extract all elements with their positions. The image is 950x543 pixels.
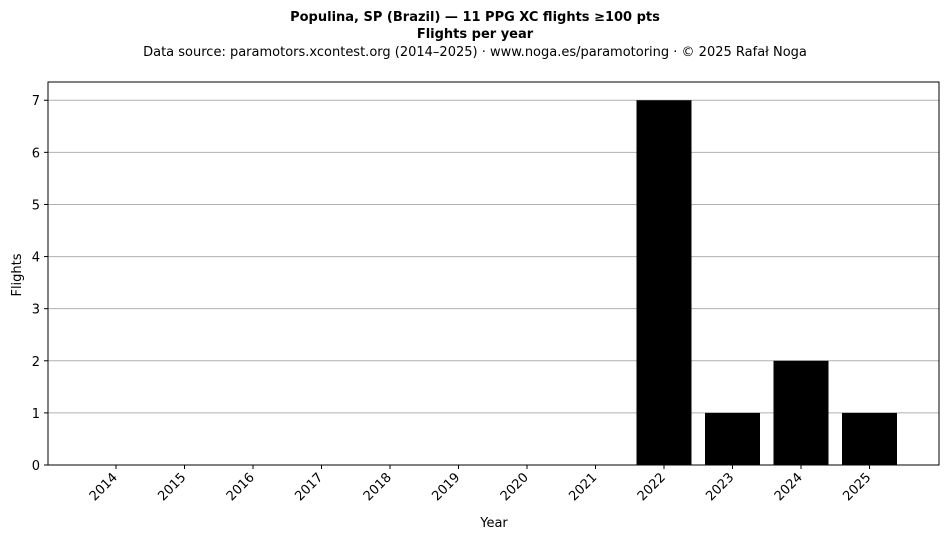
y-tick-label-0: 0: [32, 459, 40, 474]
bar-2022: [636, 100, 692, 465]
y-axis-label: Flights: [10, 253, 25, 296]
y-tick-label-4: 4: [32, 251, 40, 266]
x-tick-label-2017: 2017: [292, 470, 326, 504]
x-axis-ticks: 2014 2015 2016 2017 2018 2019 2020 2021 2022 2023…: [87, 465, 874, 504]
y-tick-label-3: 3: [32, 303, 40, 318]
chart-title-line2: Flights per year: [417, 27, 534, 42]
y-tick-label-7: 7: [32, 94, 40, 109]
x-tick-label-2018: 2018: [361, 470, 395, 504]
x-tick-label-2019: 2019: [429, 470, 463, 504]
x-axis-label: Year: [479, 516, 508, 531]
plot-frame: [47, 81, 940, 466]
gridlines: [48, 99, 939, 466]
chart-title: Populina, SP (Brazil) — 11 PPG XC flight…: [290, 10, 660, 25]
x-tick-label-2022: 2022: [635, 470, 669, 504]
bar-2023: [705, 412, 760, 465]
bar-2024: [773, 360, 829, 465]
x-tick-label-2014: 2014: [87, 470, 121, 504]
x-tick-label-2020: 2020: [498, 470, 532, 504]
bars: [636, 100, 897, 465]
y-tick-label-6: 6: [32, 146, 40, 161]
y-tick-label-1: 1: [32, 407, 40, 422]
chart-subtitle: Data source: paramotors.xcontest.org (20…: [143, 45, 807, 60]
x-tick-label-2016: 2016: [224, 470, 258, 504]
y-tick-label-5: 5: [32, 198, 40, 213]
x-tick-label-2025: 2025: [840, 470, 874, 504]
x-tick-label-2023: 2023: [703, 470, 737, 504]
y-axis-ticks: 0 1 2 3 4 5 6 7: [32, 94, 48, 474]
x-tick-label-2024: 2024: [772, 470, 806, 504]
x-tick-label-2021: 2021: [566, 470, 600, 504]
y-tick-label-2: 2: [32, 355, 40, 370]
bar-2025: [842, 412, 897, 465]
x-tick-label-2015: 2015: [155, 470, 189, 504]
